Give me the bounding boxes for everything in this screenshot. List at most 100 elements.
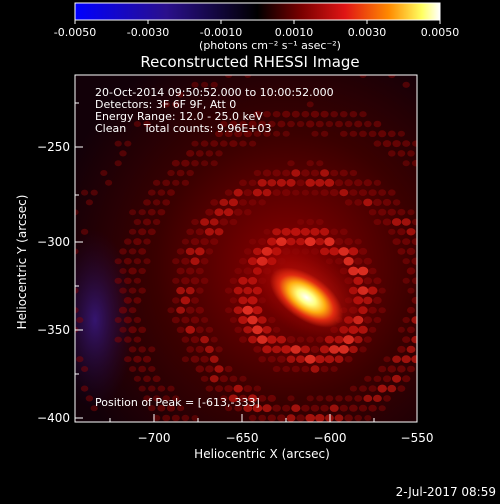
ripple-blob [359,346,367,353]
ripple-blob [205,248,214,255]
ripple-blob [152,199,161,206]
ripple-blob [373,218,382,226]
ripple-blob [272,169,281,177]
ripple-blob [239,257,247,265]
ripple-blob [276,178,286,187]
ripple-blob [329,404,339,412]
ripple-blob [195,267,204,275]
colorbar-unit-label: (photons cm⁻² s⁻¹ asec⁻²) [199,39,341,52]
ripple-blob [114,160,122,167]
ripple-blob [229,218,238,226]
ripple-blob [320,189,329,197]
ripple-blob [339,404,348,412]
ripple-blob [238,316,248,324]
ripple-blob [296,336,305,343]
colorbar-tick-label: -0.0010 [200,26,242,39]
colorbar-tick-label: -0.0050 [54,26,96,39]
ripple-blob [215,346,223,353]
ripple-blob [242,305,254,315]
ripple-blob [114,277,122,284]
x-tick-label: −650 [226,431,259,445]
ripple-blob [358,404,368,412]
ripple-blob [138,248,147,255]
ripple-blob [75,287,79,294]
ripple-blob [301,365,310,373]
ripple-blob [147,228,156,236]
ripple-blob [252,188,262,197]
ripple-blob [176,306,186,314]
ripple-blob [133,375,141,382]
ripple-blob [176,248,185,255]
ripple-blob [373,316,382,324]
ripple-blob [272,189,281,197]
ripple-blob [354,120,363,128]
ripple-blob [325,395,334,402]
ripple-blob [272,228,281,236]
ripple-blob [243,404,253,413]
ripple-blob [406,228,416,236]
ripple-blob [177,405,185,412]
ripple-blob [344,395,353,402]
ripple-blob [252,325,263,335]
ripple-blob [378,208,387,216]
ripple-blob [311,130,319,137]
ripple-blob [152,395,161,402]
ripple-blob [338,345,349,354]
ripple-blob [219,218,229,226]
ripple-blob [152,414,161,422]
violet-region [75,230,135,410]
ripple-blob [344,120,353,128]
ripple-blob [330,111,339,118]
ripple-blob [320,169,330,177]
ripple-blob [292,189,300,196]
ripple-blob [364,120,372,128]
ripple-blob [373,198,382,206]
ripple-blob [363,394,373,402]
ripple-blob [301,189,309,196]
ripple-blob [143,199,151,206]
ripple-blob [228,198,238,207]
ripple-blob [90,405,98,412]
ripple-blob [253,111,262,118]
ripple-blob [258,414,267,422]
footer-timestamp: 2-Jul-2017 08:59 [396,485,496,499]
ripple-blob [138,228,147,236]
ripple-blob [105,179,113,186]
ripple-blob [282,110,291,118]
ripple-blob [133,336,142,343]
ripple-blob [172,395,180,402]
ripple-blob [243,189,252,197]
ripple-blob [167,169,175,177]
ripple-blob [177,91,185,98]
ripple-blob [286,355,296,363]
ripple-blob [128,248,137,255]
ripple-blob [210,160,218,167]
ripple-blob [262,169,272,177]
ripple-blob [243,248,252,255]
ripple-blob [397,385,406,392]
colorbar-tick-label: 0.0010 [275,26,314,39]
ripple-blob [85,199,93,206]
ripple-blob [368,130,377,137]
ripple-blob [186,150,195,157]
ripple-blob [304,237,316,247]
ripple-blob [296,179,305,187]
ripple-blob [402,140,411,147]
ripple-blob [172,179,180,186]
ripple-blob [411,296,417,304]
ripple-blob [142,355,152,363]
ripple-blob [402,336,411,343]
ripple-blob [290,345,301,354]
ripple-blob [316,395,324,402]
ripple-blob [407,287,415,294]
ripple-blob [377,384,387,393]
ripple-blob [186,169,194,177]
ripple-blob [402,258,410,265]
ripple-blob [191,140,199,147]
ripple-blob [406,267,416,275]
ripple-blob [148,346,156,353]
ripple-blob [324,178,335,187]
ripple-blob [124,238,132,245]
ripple-blob [80,228,89,235]
